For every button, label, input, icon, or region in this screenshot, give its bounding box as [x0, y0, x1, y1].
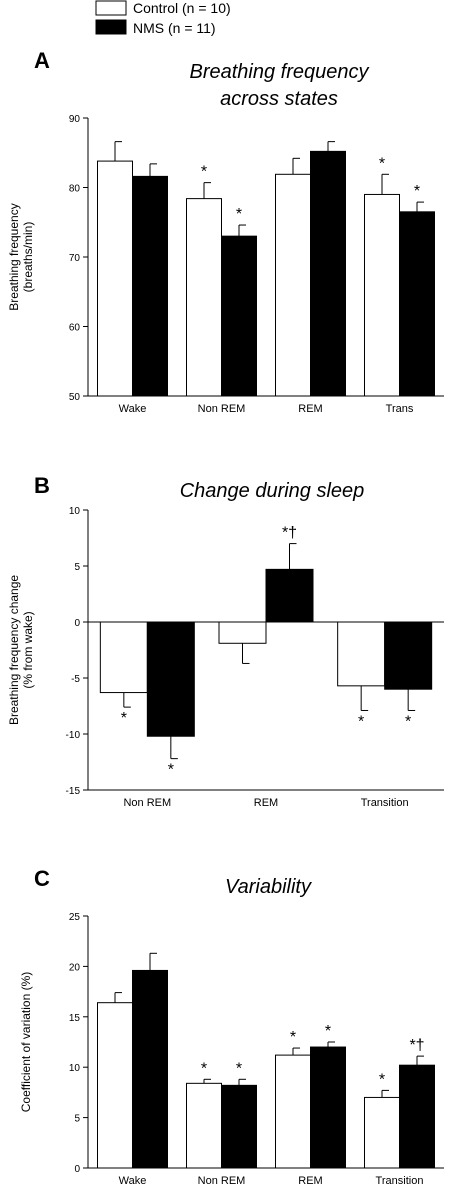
category-label: Wake	[119, 403, 147, 415]
significance-marker: *†	[282, 525, 297, 542]
significance-marker: *	[290, 1029, 296, 1046]
panel-letter: C	[34, 866, 50, 891]
bar-nms	[399, 211, 435, 397]
significance-marker: *	[358, 713, 364, 730]
significance-marker: *	[121, 710, 127, 727]
significance-marker: *	[236, 1060, 242, 1077]
y-tick-label: -5	[71, 674, 80, 685]
y-axis-label: (% from wake)	[21, 611, 35, 688]
y-tick-label: 25	[69, 912, 81, 923]
bar-nms	[399, 1064, 435, 1169]
significance-marker: *	[325, 1023, 331, 1040]
significance-marker: *	[379, 155, 385, 172]
y-tick-label: -15	[66, 786, 81, 797]
bar-control	[275, 173, 311, 397]
panel-title: Change during sleep	[180, 480, 365, 502]
legend: Control (n = 10) NMS (n = 11)	[95, 0, 231, 36]
y-axis-label: Breathing frequency	[7, 203, 21, 310]
bar-control	[275, 1054, 311, 1169]
bar-control	[99, 621, 148, 694]
category-label: Wake	[119, 1175, 147, 1187]
bar-control	[218, 621, 267, 644]
bar-control	[186, 1082, 222, 1169]
bar-nms	[310, 1046, 346, 1169]
category-label: Non REM	[198, 403, 246, 415]
y-tick-label: 20	[69, 962, 81, 973]
category-label: Non REM	[123, 797, 171, 809]
y-tick-label: -10	[66, 730, 81, 741]
significance-marker: *	[379, 1071, 385, 1088]
bar-nms	[310, 150, 346, 397]
y-tick-label: 15	[69, 1013, 81, 1024]
panel-title: across states	[220, 88, 338, 110]
y-axis-label: Breathing frequency change	[7, 575, 21, 725]
significance-marker: *	[201, 1060, 207, 1077]
y-tick-label: 60	[69, 323, 81, 334]
significance-marker: *	[168, 762, 174, 779]
category-label: REM	[298, 403, 322, 415]
legend-swatch-nms	[95, 19, 127, 35]
bar-nms	[132, 969, 168, 1169]
bar-nms	[146, 621, 195, 737]
y-tick-label: 5	[74, 1114, 80, 1125]
bar-nms	[221, 235, 257, 397]
category-label: REM	[254, 797, 278, 809]
bar-nms	[384, 621, 433, 690]
y-axis-label: (breaths/min)	[21, 222, 35, 293]
bar-nms	[221, 1084, 257, 1169]
panel-title: Breathing frequency	[189, 61, 369, 83]
panel-letter: B	[34, 473, 50, 498]
legend-swatch-control	[95, 0, 127, 16]
significance-marker: *	[236, 206, 242, 223]
y-tick-label: 0	[74, 1164, 80, 1175]
y-tick-label: 90	[69, 114, 81, 125]
y-tick-label: 0	[74, 618, 80, 629]
y-tick-label: 70	[69, 253, 81, 264]
panel-b: B Change during sleep Breathing frequency …	[7, 473, 444, 809]
bar-control	[364, 1096, 400, 1169]
y-tick-label: 50	[69, 392, 81, 403]
significance-marker: *	[201, 164, 207, 181]
significance-marker: *	[405, 713, 411, 730]
category-label: Transition	[361, 797, 409, 809]
y-tick-label: 5	[74, 562, 80, 573]
y-tick-label: 80	[69, 184, 81, 195]
bar-control	[364, 193, 400, 397]
category-label: Transition	[376, 1175, 424, 1187]
bar-nms	[132, 175, 168, 397]
panel-title: Variability	[225, 876, 312, 898]
bar-control	[97, 160, 133, 397]
panel-letter: A	[34, 48, 50, 73]
category-label: REM	[298, 1175, 322, 1187]
bar-control	[337, 621, 386, 687]
category-label: Trans	[386, 403, 414, 415]
bar-control	[186, 198, 222, 397]
category-label: Non REM	[198, 1175, 246, 1187]
bar-nms	[265, 568, 314, 623]
y-axis-label: Coefficient of variation (%)	[19, 972, 33, 1113]
y-tick-label: 10	[69, 1063, 81, 1074]
legend-label-nms: NMS (n = 11)	[133, 20, 216, 36]
y-tick-label: 10	[69, 506, 81, 517]
legend-label-control: Control (n = 10)	[133, 0, 231, 16]
panel-a: A Breathing frequency across states Breathi…	[7, 48, 444, 415]
significance-marker: *	[414, 183, 420, 200]
bar-control	[97, 1002, 133, 1169]
panel-c: C Variability Coefficient of variation (%)…	[19, 866, 444, 1187]
significance-marker: *†	[409, 1037, 424, 1054]
